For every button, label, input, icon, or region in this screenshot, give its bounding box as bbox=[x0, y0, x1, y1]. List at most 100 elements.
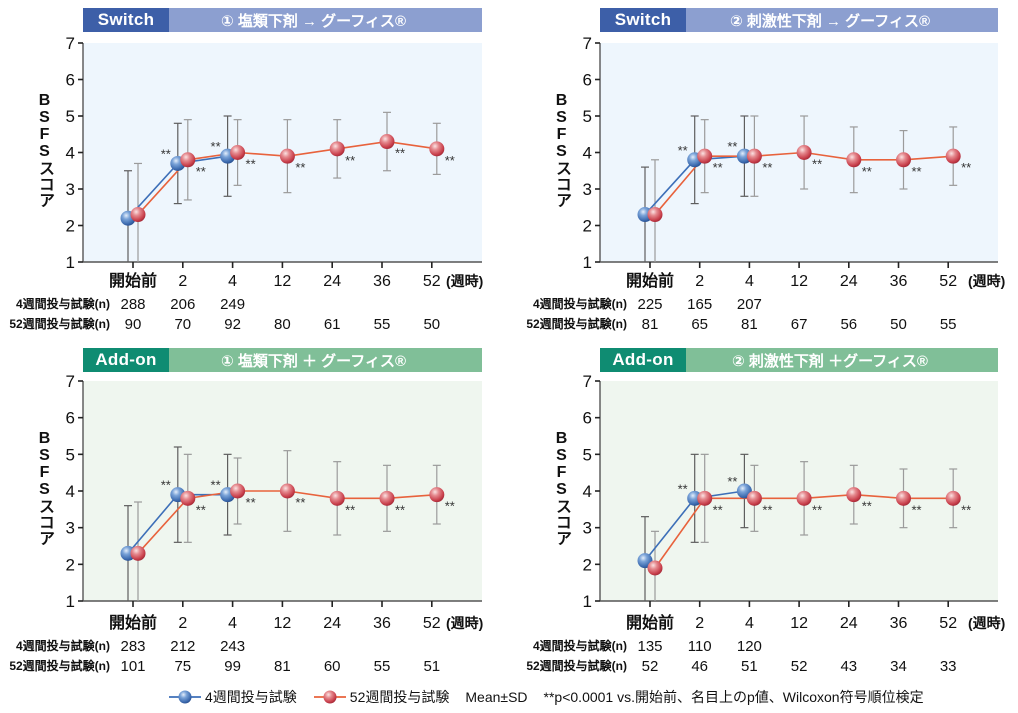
x-tick-label: 36 bbox=[890, 615, 908, 632]
n-row-label: 52週間投与試験(n) bbox=[526, 316, 627, 331]
y-tick-label: 7 bbox=[583, 372, 592, 391]
significance-marker: ** bbox=[395, 146, 405, 161]
significance-marker: ** bbox=[812, 157, 822, 172]
significance-marker: ** bbox=[961, 502, 971, 517]
n-value: 46 bbox=[691, 658, 708, 675]
significance-marker: ** bbox=[395, 502, 405, 517]
x-tick-label: 52 bbox=[939, 273, 957, 290]
data-point-red bbox=[379, 134, 395, 150]
data-point-red bbox=[329, 490, 345, 506]
n-value: 34 bbox=[890, 658, 907, 675]
y-tick-label: 2 bbox=[66, 217, 75, 236]
n-row-label: 4週間投与試験(n) bbox=[533, 296, 627, 311]
n-value: 135 bbox=[637, 638, 662, 655]
n-value: 99 bbox=[224, 658, 241, 675]
n-value: 52 bbox=[791, 658, 808, 675]
data-point-red bbox=[230, 145, 246, 160]
n-value: 67 bbox=[791, 316, 808, 333]
significance-marker: ** bbox=[345, 502, 355, 517]
data-point-red bbox=[379, 490, 395, 506]
data-point-red bbox=[746, 490, 762, 506]
legend-label-52w: 52週間投与試験 bbox=[349, 689, 450, 705]
x-tick-label: 52 bbox=[423, 273, 441, 290]
n-value: 110 bbox=[688, 638, 712, 655]
x-tick-label: 24 bbox=[323, 273, 341, 290]
y-tick-label: 5 bbox=[583, 107, 592, 126]
data-point-red bbox=[180, 490, 196, 506]
x-axis-unit: (週時) bbox=[446, 615, 483, 631]
data-point-red bbox=[945, 148, 961, 164]
panel-header: Switch ① 塩類下剤 → グーフィス® bbox=[83, 8, 482, 32]
n-row-label: 52週間投与試験(n) bbox=[526, 658, 627, 673]
n-value: 50 bbox=[890, 316, 907, 333]
y-tick-label: 1 bbox=[583, 253, 592, 272]
y-axis-label: BSFSスコア bbox=[36, 92, 53, 208]
data-point-red bbox=[230, 483, 246, 499]
significance-marker: ** bbox=[911, 164, 921, 179]
n-value: 51 bbox=[741, 658, 758, 675]
x-tick-label: 36 bbox=[373, 273, 391, 290]
blue-marker-icon bbox=[169, 690, 201, 704]
legend-label-4w: 4週間投与試験 bbox=[205, 689, 297, 705]
n-value: 81 bbox=[274, 658, 291, 675]
significance-marker: ** bbox=[727, 139, 737, 154]
panel-title: ② 刺激性下剤 → グーフィス® bbox=[729, 12, 931, 30]
n-value: 33 bbox=[940, 658, 957, 675]
panel-title: ① 塩類下剤 → グーフィス® bbox=[220, 12, 407, 30]
x-tick-label: 4 bbox=[228, 273, 237, 290]
y-tick-label: 5 bbox=[583, 445, 592, 464]
x-tick-label: 4 bbox=[745, 615, 754, 632]
y-tick-label: 3 bbox=[583, 180, 592, 199]
data-point-red bbox=[329, 141, 345, 157]
plot-background bbox=[600, 381, 998, 601]
red-marker-icon bbox=[313, 690, 346, 704]
n-value: 81 bbox=[642, 316, 659, 333]
significance-marker: ** bbox=[862, 499, 872, 514]
significance-marker: ** bbox=[862, 164, 872, 179]
x-tick-label: 24 bbox=[323, 615, 341, 632]
data-point-red bbox=[697, 490, 713, 506]
y-tick-label: 2 bbox=[66, 555, 75, 574]
y-tick-label: 5 bbox=[66, 445, 75, 464]
x-tick-label: 36 bbox=[890, 273, 908, 290]
significance-marker: ** bbox=[246, 157, 256, 172]
x-axis-unit: (週時) bbox=[446, 273, 483, 289]
significance-marker: ** bbox=[211, 139, 221, 154]
x-tick-label: 12 bbox=[274, 273, 292, 290]
n-value: 52 bbox=[642, 658, 659, 675]
significance-marker: ** bbox=[727, 474, 737, 489]
significance-marker: ** bbox=[713, 160, 723, 175]
data-point-red bbox=[429, 487, 445, 503]
n-value: 206 bbox=[170, 296, 195, 313]
n-row-label: 52週間投与試験(n) bbox=[9, 658, 110, 673]
n-value: 51 bbox=[423, 658, 440, 675]
y-tick-label: 5 bbox=[66, 107, 75, 126]
n-value: 81 bbox=[741, 316, 758, 333]
x-tick-label: 36 bbox=[373, 615, 391, 632]
n-row-label: 4週間投与試験(n) bbox=[16, 638, 110, 653]
legend-mean-sd: Mean±SD bbox=[465, 689, 527, 705]
legend: 4週間投与試験 52週間投与試験 Mean±SD **p<0.0001 vs.開… bbox=[168, 686, 940, 708]
x-tick-label: 4 bbox=[745, 273, 754, 290]
panel-mode-tag: Switch bbox=[600, 8, 686, 32]
data-point-red bbox=[697, 148, 713, 164]
significance-marker: ** bbox=[345, 153, 355, 168]
significance-marker: ** bbox=[445, 153, 455, 168]
significance-marker: ** bbox=[713, 502, 723, 517]
significance-marker: ** bbox=[246, 495, 256, 510]
n-value: 55 bbox=[374, 658, 391, 675]
n-value: 243 bbox=[220, 638, 245, 655]
significance-marker: ** bbox=[762, 160, 772, 175]
panel-mode-tag: Add-on bbox=[83, 348, 169, 372]
x-tick-label: 12 bbox=[274, 615, 292, 632]
data-point-red bbox=[647, 560, 663, 576]
y-tick-label: 3 bbox=[583, 519, 592, 538]
y-tick-label: 4 bbox=[583, 482, 592, 501]
y-tick-label: 1 bbox=[583, 592, 592, 611]
n-value: 90 bbox=[125, 316, 142, 333]
panel-header: Add-on ② 刺激性下剤 ＋グーフィス® bbox=[600, 348, 998, 372]
n-value: 283 bbox=[120, 638, 145, 655]
x-tick-label: 2 bbox=[695, 273, 704, 290]
